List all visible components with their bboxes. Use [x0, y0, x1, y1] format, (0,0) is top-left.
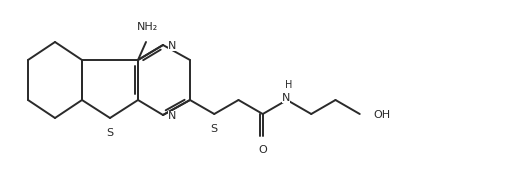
- Text: N: N: [168, 41, 176, 51]
- Text: H: H: [285, 80, 292, 90]
- Text: O: O: [258, 145, 267, 155]
- Text: S: S: [210, 124, 217, 134]
- Text: S: S: [106, 128, 113, 138]
- Text: NH₂: NH₂: [137, 22, 158, 32]
- Text: OH: OH: [373, 110, 390, 120]
- Text: N: N: [281, 93, 289, 103]
- Text: N: N: [168, 111, 176, 121]
